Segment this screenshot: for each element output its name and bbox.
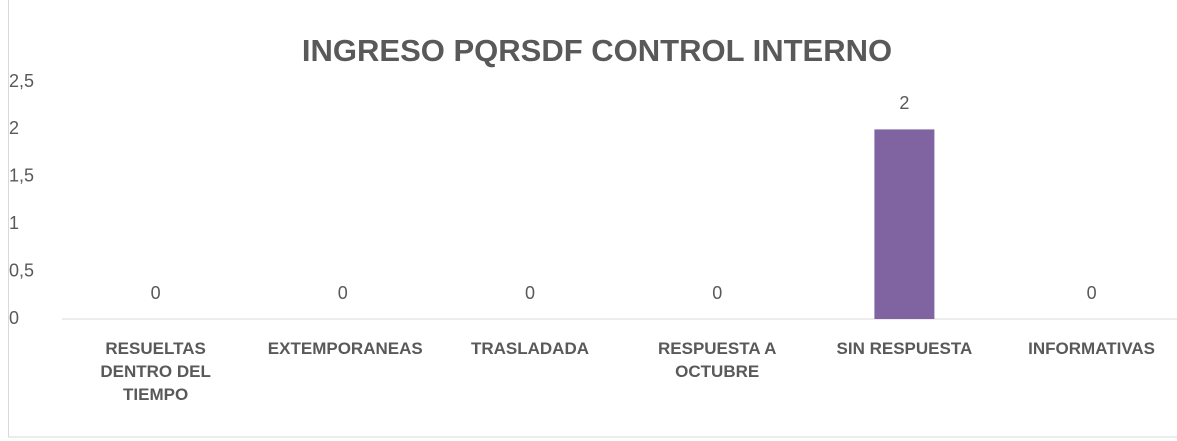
y-tick-label: 2	[9, 118, 19, 138]
y-tick-label: 0,5	[9, 260, 34, 280]
x-tick-label: RESUELTAS DENTRO DEL TIEMPO	[100, 339, 211, 404]
data-label: 0	[712, 283, 722, 303]
x-tick-label: RESPUESTA A OCTUBRE	[657, 339, 777, 381]
data-label: 0	[151, 283, 161, 303]
y-tick-label: 0	[9, 308, 19, 328]
x-tick-label: TRASLADADA	[470, 339, 590, 358]
chart-title: INGRESO PQRSDF CONTROL INTERNO	[302, 33, 892, 68]
data-label: 0	[1087, 283, 1097, 303]
data-label: 0	[525, 283, 535, 303]
x-tick-label: EXTEMPORANEAS	[267, 339, 423, 358]
x-tick-label: INFORMATIVAS	[1028, 339, 1156, 358]
y-tick-label: 1	[9, 213, 19, 233]
y-tick-label: 2,5	[9, 71, 34, 91]
data-label: 2	[899, 93, 909, 113]
data-label: 0	[338, 283, 348, 303]
bar	[874, 129, 935, 319]
y-tick-label: 1,5	[9, 166, 34, 186]
x-tick-label: SIN RESPUESTA	[836, 339, 973, 358]
chart-border	[8, 0, 1177, 438]
